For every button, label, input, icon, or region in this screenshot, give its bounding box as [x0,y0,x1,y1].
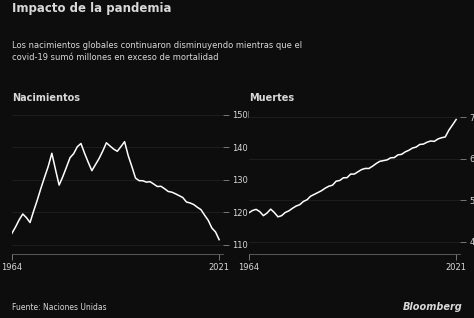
Text: Fuente: Naciones Unidas: Fuente: Naciones Unidas [12,303,107,312]
Text: Los nacimientos globales continuaron disminuyendo mientras que el
covid-19 sumó : Los nacimientos globales continuaron dis… [12,41,302,62]
Text: Nacimientos: Nacimientos [12,93,80,103]
Text: Impacto de la pandemia: Impacto de la pandemia [12,2,171,15]
Text: Muertes: Muertes [249,93,294,103]
Text: Bloomberg: Bloomberg [402,302,462,312]
